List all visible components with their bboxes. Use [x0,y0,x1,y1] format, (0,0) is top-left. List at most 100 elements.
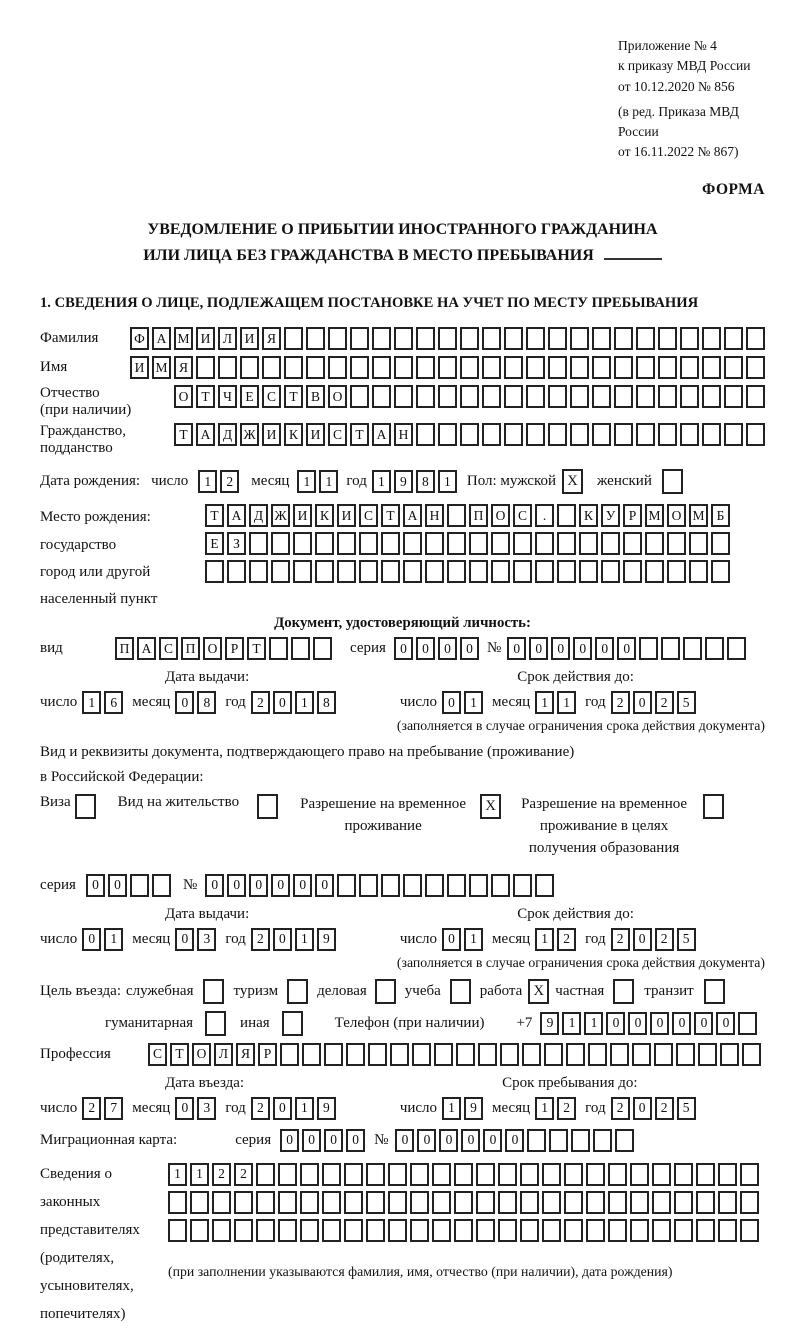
char-cell[interactable] [636,423,655,447]
char-cell[interactable] [608,1190,627,1214]
char-cell[interactable]: 2 [610,691,630,715]
char-cell[interactable]: Т [284,385,303,409]
char-cell[interactable] [278,1190,297,1214]
residence-permit-checkbox[interactable] [257,794,279,820]
char-cell[interactable] [689,532,708,556]
purpose-tourism-checkbox[interactable] [287,978,309,1004]
char-cell[interactable] [674,1190,693,1214]
char-cell[interactable] [212,1218,231,1242]
char-cell[interactable] [322,1162,341,1186]
char-cell[interactable] [658,356,677,380]
char-cell[interactable] [630,1190,649,1214]
char-cell[interactable] [388,1162,407,1186]
char-cell[interactable]: 9 [316,1096,336,1120]
char-cell[interactable] [344,1162,363,1186]
char-cell[interactable] [698,1042,717,1066]
char-cell[interactable] [482,423,501,447]
char-cell[interactable]: 0 [442,927,462,951]
char-cell[interactable] [630,1218,649,1242]
char-cell[interactable] [491,532,510,556]
char-cell[interactable] [447,532,466,556]
char-cell[interactable] [359,532,378,556]
char-cell[interactable]: 0 [272,927,292,951]
char-cell[interactable] [300,1218,319,1242]
char-cell[interactable] [579,532,598,556]
char-cell[interactable]: 2 [610,927,630,951]
char-cell[interactable]: 0 [249,873,269,897]
char-cell[interactable] [394,327,413,351]
char-cell[interactable]: 1 [294,927,314,951]
char-cell[interactable]: 0 [324,1128,344,1152]
char-cell[interactable]: О [328,385,347,409]
char-cell[interactable] [504,423,523,447]
char-cell[interactable] [212,1190,231,1214]
char-cell[interactable]: 1 [294,1096,314,1120]
char-cell[interactable] [645,560,664,584]
char-cell[interactable] [740,1190,759,1214]
char-cell[interactable] [740,1218,759,1242]
char-cell[interactable] [350,385,369,409]
char-cell[interactable]: 1 [535,691,555,715]
char-cell[interactable] [278,1218,297,1242]
char-cell[interactable] [557,532,576,556]
char-cell[interactable]: 0 [573,637,593,661]
char-cell[interactable] [438,327,457,351]
char-cell[interactable] [615,1128,635,1152]
char-cell[interactable]: Л [218,327,237,351]
char-cell[interactable]: 2 [654,1096,674,1120]
char-cell[interactable] [746,423,765,447]
char-cell[interactable] [454,1190,473,1214]
char-cell[interactable] [168,1190,187,1214]
char-cell[interactable] [632,1042,651,1066]
char-cell[interactable] [293,560,312,584]
char-cell[interactable] [500,1042,519,1066]
char-cell[interactable]: 8 [197,691,217,715]
char-cell[interactable] [535,873,555,897]
char-cell[interactable] [566,1042,585,1066]
char-cell[interactable]: А [152,327,171,351]
char-cell[interactable] [278,1162,297,1186]
char-cell[interactable] [557,504,576,528]
char-cell[interactable] [667,560,686,584]
char-cell[interactable] [542,1218,561,1242]
char-cell[interactable] [746,385,765,409]
char-cell[interactable] [280,1042,299,1066]
char-cell[interactable]: 2 [557,927,577,951]
char-cell[interactable] [724,356,743,380]
char-cell[interactable] [476,1218,495,1242]
char-cell[interactable]: 0 [107,873,127,897]
char-cell[interactable] [718,1190,737,1214]
char-cell[interactable]: 0 [302,1128,322,1152]
char-cell[interactable] [526,327,545,351]
char-cell[interactable] [322,1190,341,1214]
char-cell[interactable] [548,327,567,351]
char-cell[interactable] [564,1190,583,1214]
char-cell[interactable] [683,637,703,661]
char-cell[interactable]: 1 [464,927,484,951]
edu-residence-checkbox[interactable] [703,794,725,820]
char-cell[interactable] [570,327,589,351]
char-cell[interactable]: 1 [82,691,102,715]
char-cell[interactable]: 1 [535,1096,555,1120]
char-cell[interactable]: 0 [395,1128,415,1152]
char-cell[interactable]: И [337,504,356,528]
char-cell[interactable] [654,1042,673,1066]
char-cell[interactable] [639,637,659,661]
char-cell[interactable]: 2 [234,1162,253,1186]
char-cell[interactable] [593,1128,613,1152]
char-cell[interactable] [702,356,721,380]
char-cell[interactable]: М [174,327,193,351]
char-cell[interactable] [302,1042,321,1066]
char-cell[interactable]: 0 [415,637,435,661]
char-cell[interactable]: 0 [650,1011,670,1035]
char-cell[interactable]: 0 [272,691,292,715]
char-cell[interactable] [324,1042,343,1066]
char-cell[interactable]: Т [170,1042,189,1066]
char-cell[interactable]: 2 [220,470,240,494]
char-cell[interactable] [366,1162,385,1186]
char-cell[interactable] [526,385,545,409]
char-cell[interactable]: 0 [505,1128,525,1152]
char-cell[interactable] [256,1190,275,1214]
char-cell[interactable]: 1 [584,1011,604,1035]
char-cell[interactable] [249,560,268,584]
